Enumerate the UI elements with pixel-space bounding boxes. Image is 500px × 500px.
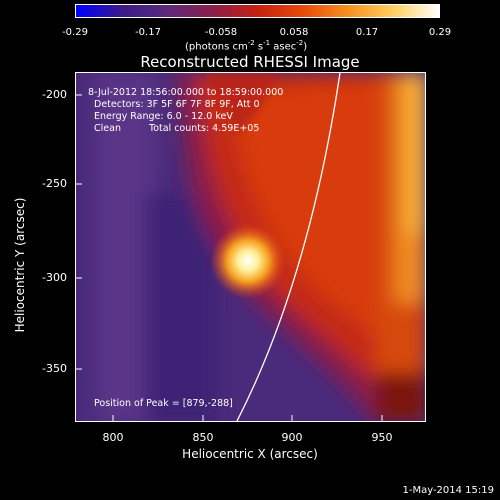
colorbar (75, 4, 440, 18)
x-tick-label: 950 (371, 431, 393, 444)
y-tick-label: -350 (42, 362, 67, 375)
colorbar-tick: -0.058 (204, 27, 238, 38)
info-detectors: Detectors: 3F 5F 6F 7F 8F 9F, Att 0 (94, 99, 260, 110)
x-tick-label: 850 (192, 431, 214, 444)
plot-title: Reconstructed RHESSI Image (140, 53, 360, 71)
peak-source (210, 223, 286, 299)
x-tick-label: 900 (281, 431, 303, 444)
x-axis-label: Heliocentric X (arcsec) (182, 447, 318, 461)
colorbar-tick: -0.17 (135, 27, 161, 38)
image-frame: 8-Jul-2012 18:56:00.000 to 18:59:00.000 … (75, 72, 426, 422)
colorbar-units: (photons cm-2 s-1 asec-2) (185, 39, 308, 53)
colorbar-tick: 0.17 (355, 27, 379, 38)
info-counts: Total counts: 4.59E+05 (149, 123, 260, 134)
info-time-range: 8-Jul-2012 18:56:00.000 to 18:59:00.000 (88, 87, 284, 98)
colorbar-tick: 0.29 (428, 27, 452, 38)
info-energy: Energy Range: 6.0 - 12.0 keV (94, 111, 233, 122)
solar-limb (236, 73, 341, 421)
solar-image (76, 73, 425, 421)
x-tick-label: 800 (102, 431, 124, 444)
info-clean: Clean (94, 123, 121, 134)
y-axis-label: Heliocentric Y (arcsec) (13, 197, 27, 333)
colorbar-tick: -0.29 (62, 27, 88, 38)
info-peak-position: Position of Peak = [879,-288] (94, 398, 233, 409)
y-tick-label: -300 (42, 271, 67, 284)
timestamp: 1-May-2014 15:19 (402, 485, 494, 496)
y-tick-label: -250 (42, 177, 67, 190)
colorbar-tick: 0.058 (279, 27, 309, 38)
y-tick-label: -200 (42, 88, 67, 101)
